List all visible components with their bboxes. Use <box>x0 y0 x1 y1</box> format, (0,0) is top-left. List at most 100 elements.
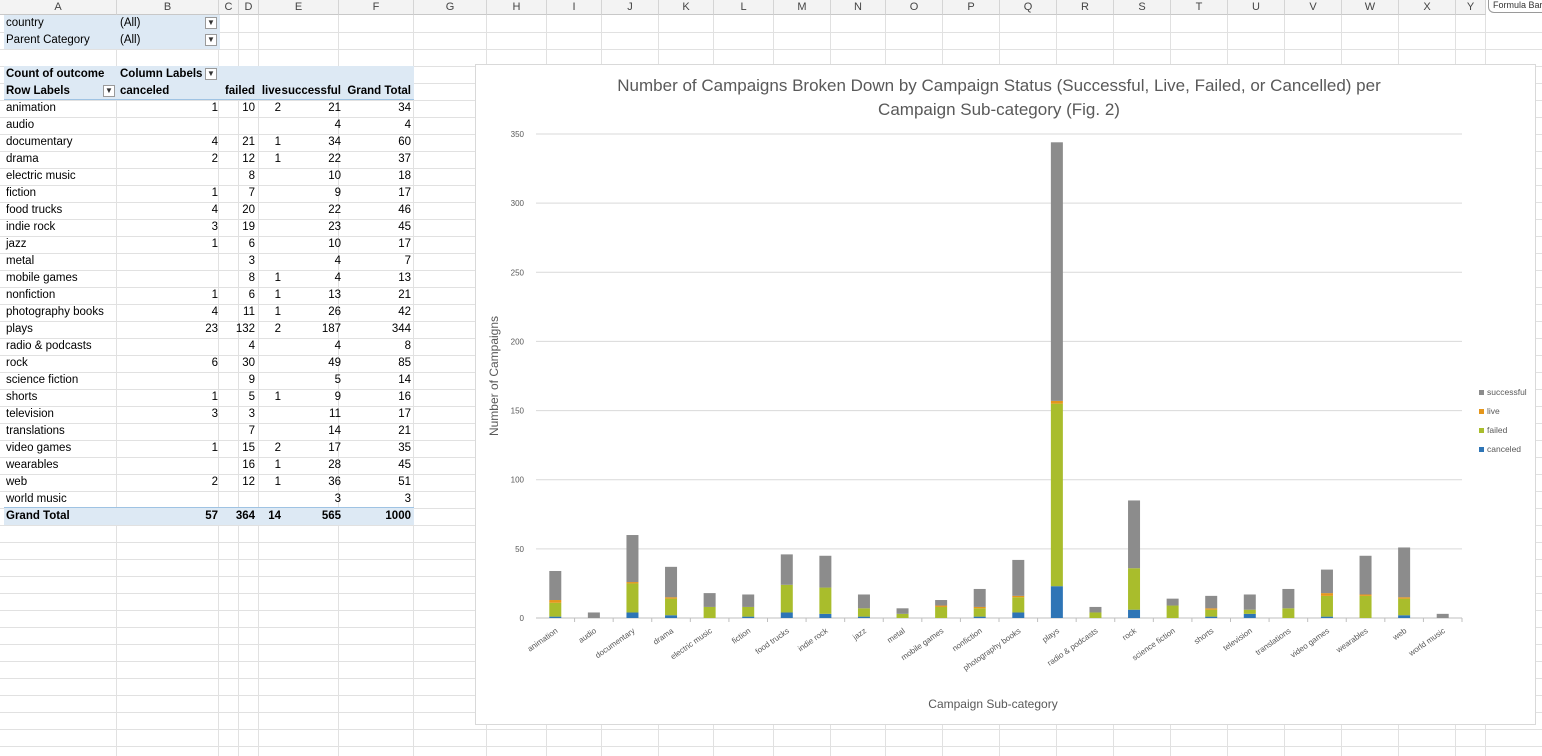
row-failed: 3 <box>248 255 255 267</box>
bar-segment-canceled <box>1050 586 1063 618</box>
column-header-v[interactable]: V <box>1285 0 1342 15</box>
column-header-a[interactable]: A <box>0 0 117 15</box>
row-grand-total: 37 <box>398 153 411 165</box>
bar-segment-canceled <box>665 615 678 618</box>
row-failed: 10 <box>242 102 255 114</box>
row-successful: 4 <box>334 119 341 131</box>
column-header-n[interactable]: N <box>831 0 886 15</box>
bar-segment-canceled <box>1398 615 1411 618</box>
column-header-o[interactable]: O <box>886 0 943 15</box>
grand-total-live: 14 <box>268 510 281 522</box>
bar-segment-successful <box>1089 606 1102 613</box>
bar-segment-live <box>1359 594 1372 596</box>
bar-segment-successful <box>742 594 755 607</box>
column-header-y[interactable]: Y <box>1456 0 1486 15</box>
filter-country-dropdown-icon[interactable]: ▼ <box>205 17 217 29</box>
bar-segment-failed <box>742 606 755 617</box>
bar-segment-successful <box>1050 142 1063 401</box>
filter-country-value[interactable]: (All) <box>120 17 141 29</box>
pivot-header-underline <box>4 99 414 100</box>
column-header-g[interactable]: G <box>414 0 487 15</box>
bar-segment-successful <box>1128 500 1141 569</box>
column-header-s[interactable]: S <box>1114 0 1171 15</box>
row-live: 2 <box>274 323 281 335</box>
y-tick-label: 350 <box>511 130 525 139</box>
column-header-i[interactable]: I <box>547 0 602 15</box>
y-tick-label: 200 <box>511 337 525 346</box>
column-header-k[interactable]: K <box>659 0 714 15</box>
row-labels-filter-icon[interactable]: ▼ <box>103 85 115 97</box>
column-header-r[interactable]: R <box>1057 0 1114 15</box>
column-header-x[interactable]: X <box>1399 0 1456 15</box>
stacked-bar-chart[interactable]: Number of Campaigns Broken Down by Campa… <box>475 64 1536 725</box>
bar-segment-successful <box>1282 588 1295 609</box>
filter-parent-category-label: Parent Category <box>6 34 90 46</box>
row-label: radio & podcasts <box>6 340 92 352</box>
row-grand-total: 18 <box>398 170 411 182</box>
y-tick-label: 0 <box>520 614 525 623</box>
row-failed: 9 <box>248 374 255 386</box>
bar-segment-canceled <box>857 616 870 618</box>
row-successful: 28 <box>328 459 341 471</box>
row-successful: 23 <box>328 221 341 233</box>
bar-segment-failed <box>703 606 716 618</box>
column-header-t[interactable]: T <box>1171 0 1228 15</box>
formula-bar-tooltip: Formula Bar <box>1488 0 1542 13</box>
row-canceled: 6 <box>211 357 218 369</box>
bar-segment-failed <box>1050 403 1063 587</box>
row-grand-total: 17 <box>398 408 411 420</box>
bar-segment-failed <box>1128 568 1141 610</box>
column-header-h[interactable]: H <box>487 0 547 15</box>
column-header-f[interactable]: F <box>339 0 414 15</box>
bar-segment-successful <box>1320 569 1333 594</box>
bar-segment-canceled <box>1205 616 1218 618</box>
column-header-d[interactable]: D <box>239 0 259 15</box>
row-label: rock <box>6 357 28 369</box>
x-tick-label: drama <box>651 626 675 647</box>
row-live: 1 <box>274 136 281 148</box>
row-grand-total: 85 <box>398 357 411 369</box>
column-header-u[interactable]: U <box>1228 0 1285 15</box>
bar-segment-canceled <box>1128 609 1141 618</box>
row-label: photography books <box>6 306 104 318</box>
bar-segment-successful <box>587 612 600 618</box>
row-failed: 21 <box>242 136 255 148</box>
row-successful: 21 <box>328 102 341 114</box>
column-header-j[interactable]: J <box>602 0 659 15</box>
column-header-q[interactable]: Q <box>1000 0 1057 15</box>
pivot-count-label: Count of outcome <box>6 68 105 80</box>
bar-segment-successful <box>896 608 909 614</box>
row-label: audio <box>6 119 35 131</box>
row-failed: 6 <box>248 238 255 250</box>
row-failed: 7 <box>248 425 255 437</box>
row-grand-total: 21 <box>398 425 411 437</box>
filter-parent-category-value[interactable]: (All) <box>120 34 141 46</box>
column-header-w[interactable]: W <box>1342 0 1399 15</box>
row-failed: 7 <box>248 187 255 199</box>
column-labels-filter-icon[interactable]: ▼ <box>205 68 217 80</box>
y-tick-label: 50 <box>515 545 524 554</box>
x-tick-label: shorts <box>1192 626 1215 646</box>
column-header-l[interactable]: L <box>714 0 774 15</box>
row-grand-total: 13 <box>398 272 411 284</box>
row-failed: 15 <box>242 442 255 454</box>
x-tick-label: plays <box>1041 626 1061 644</box>
row-failed: 11 <box>243 306 255 318</box>
grand-total-canceled: 57 <box>205 510 218 522</box>
column-header-b[interactable]: B <box>117 0 219 15</box>
bar-segment-canceled <box>626 612 639 618</box>
column-header-e[interactable]: E <box>259 0 339 15</box>
column-header-p[interactable]: P <box>943 0 1000 15</box>
bar-segment-canceled <box>819 613 832 618</box>
column-gridline <box>238 15 239 756</box>
row-successful: 5 <box>334 374 341 386</box>
column-header-m[interactable]: M <box>774 0 831 15</box>
row-label: fiction <box>6 187 37 199</box>
column-header-c[interactable]: C <box>219 0 239 15</box>
row-canceled: 1 <box>211 289 218 301</box>
row-successful: 10 <box>328 238 341 250</box>
row-label: shorts <box>6 391 38 403</box>
row-label: web <box>6 476 28 488</box>
filter-parent-category-dropdown-icon[interactable]: ▼ <box>205 34 217 46</box>
